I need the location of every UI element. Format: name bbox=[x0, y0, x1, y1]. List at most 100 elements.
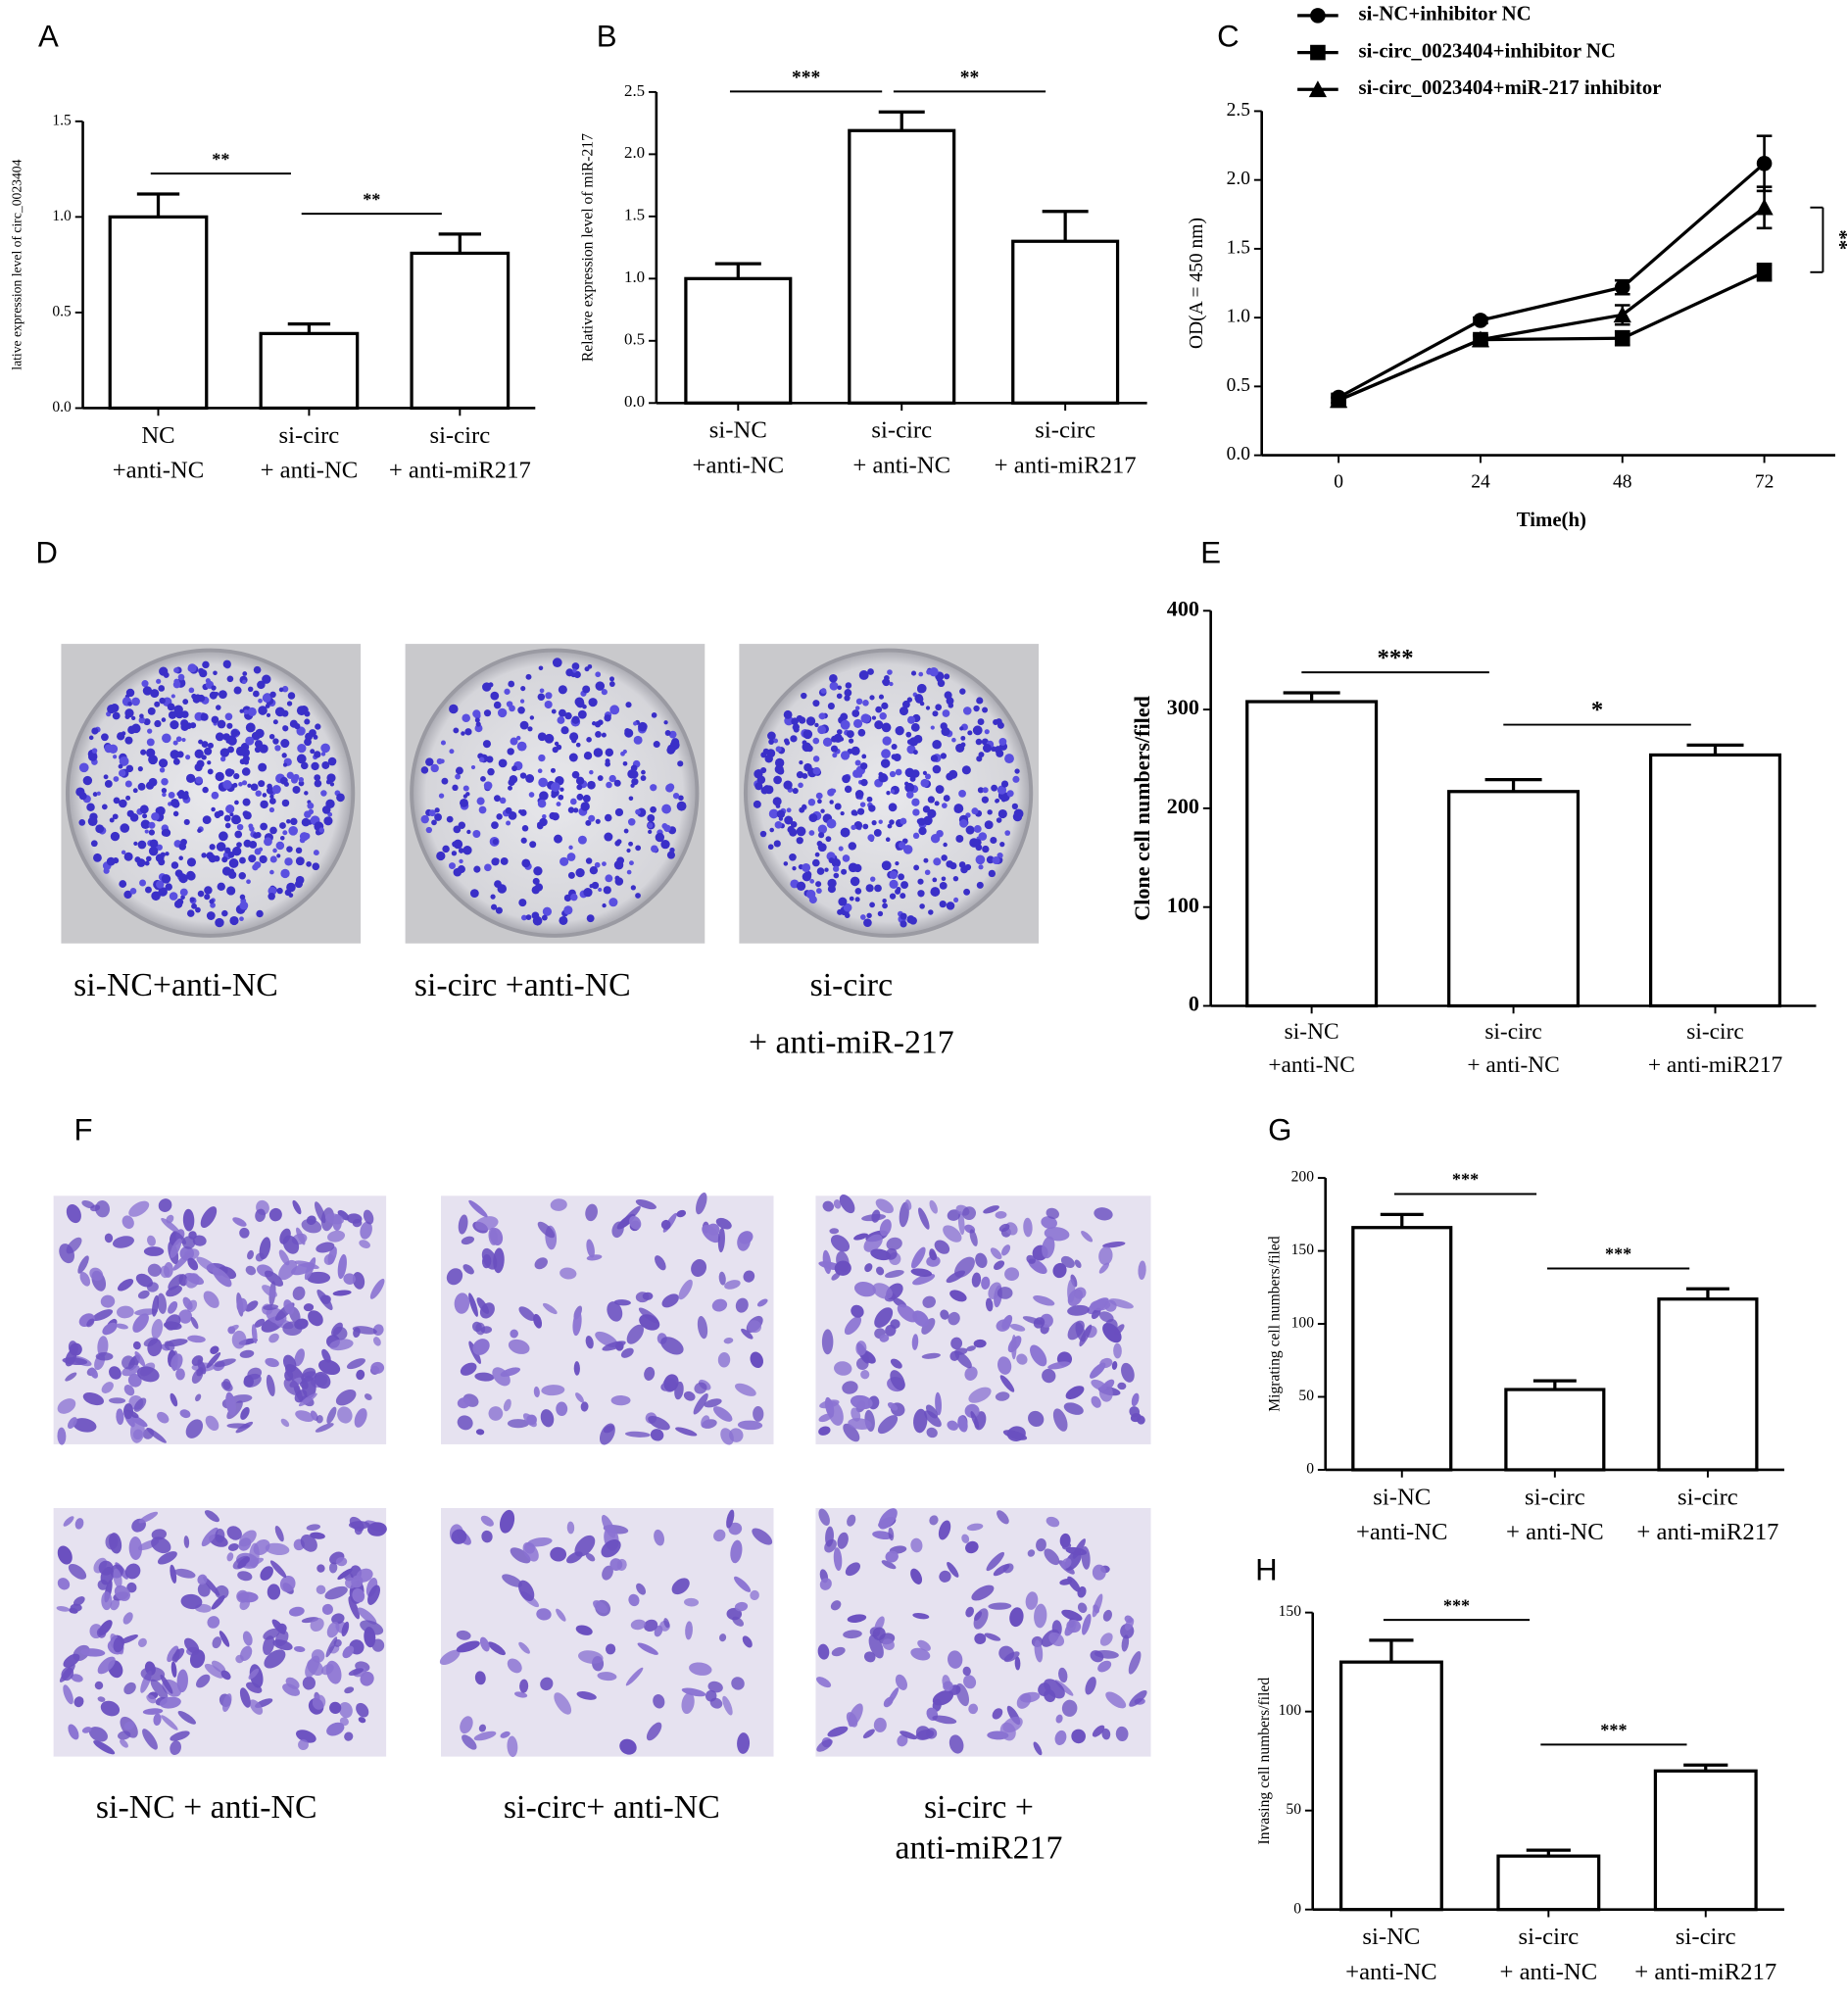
colony bbox=[518, 899, 527, 907]
colony bbox=[243, 709, 249, 715]
cell bbox=[341, 1621, 350, 1637]
cell bbox=[693, 1392, 708, 1415]
colony bbox=[214, 692, 219, 697]
colony bbox=[568, 753, 578, 762]
cell bbox=[943, 1225, 962, 1243]
colony bbox=[866, 912, 872, 919]
colony bbox=[258, 698, 263, 704]
colony bbox=[228, 858, 239, 868]
colony bbox=[266, 712, 271, 717]
cell bbox=[164, 1262, 173, 1278]
colony bbox=[202, 786, 209, 794]
colony bbox=[165, 852, 170, 856]
cell bbox=[1105, 1691, 1127, 1709]
colony bbox=[614, 840, 621, 847]
cell bbox=[1091, 1395, 1101, 1408]
cell bbox=[1092, 1725, 1105, 1737]
colony bbox=[796, 826, 806, 837]
cell bbox=[957, 1415, 968, 1433]
cell bbox=[1001, 1314, 1013, 1330]
colony bbox=[595, 671, 602, 678]
y-tick-label: 100 bbox=[1167, 893, 1199, 917]
colony bbox=[162, 733, 171, 744]
colony bbox=[173, 678, 180, 685]
cell bbox=[170, 1353, 183, 1371]
colony bbox=[650, 784, 657, 792]
colony bbox=[144, 886, 152, 894]
cell bbox=[215, 1528, 225, 1543]
colony bbox=[934, 801, 940, 806]
colony bbox=[446, 815, 454, 823]
colony bbox=[622, 760, 628, 766]
y-tick-label: 0.0 bbox=[624, 392, 645, 411]
colony bbox=[564, 711, 572, 720]
cell bbox=[1059, 1533, 1071, 1548]
cell bbox=[1102, 1323, 1122, 1343]
cell bbox=[164, 1321, 182, 1331]
cell bbox=[847, 1514, 856, 1527]
colony bbox=[889, 681, 894, 687]
colony bbox=[430, 763, 439, 773]
colony bbox=[150, 689, 160, 699]
cell bbox=[1014, 1656, 1021, 1671]
significance-label: *** bbox=[1443, 1595, 1470, 1615]
cell bbox=[965, 1540, 979, 1554]
colony bbox=[537, 821, 542, 827]
colony bbox=[146, 738, 155, 747]
colony bbox=[239, 901, 249, 910]
colony bbox=[198, 739, 203, 745]
colony bbox=[900, 817, 907, 825]
cell bbox=[742, 1635, 753, 1648]
cell bbox=[1066, 1619, 1082, 1633]
colony bbox=[1011, 803, 1019, 810]
cell bbox=[731, 1677, 745, 1690]
colony bbox=[91, 727, 99, 735]
cell bbox=[921, 1352, 941, 1359]
colony bbox=[470, 764, 476, 770]
colony bbox=[571, 715, 580, 724]
colony bbox=[798, 782, 803, 789]
colony bbox=[252, 690, 260, 698]
cell bbox=[975, 1252, 988, 1268]
colony bbox=[946, 860, 953, 868]
colony bbox=[226, 735, 237, 746]
cell bbox=[1044, 1548, 1060, 1566]
colony bbox=[329, 782, 335, 787]
cell bbox=[879, 1219, 892, 1237]
cell bbox=[185, 1419, 204, 1438]
colony bbox=[628, 841, 634, 847]
colony bbox=[180, 719, 189, 728]
cell bbox=[969, 1229, 978, 1246]
colony bbox=[288, 825, 298, 836]
cell bbox=[915, 1726, 931, 1740]
cell bbox=[77, 1255, 89, 1274]
cell bbox=[300, 1534, 317, 1552]
colony bbox=[969, 838, 979, 848]
cell bbox=[853, 1233, 869, 1241]
colony bbox=[648, 829, 653, 834]
colony bbox=[112, 813, 119, 820]
cell bbox=[346, 1358, 365, 1370]
cell bbox=[137, 1637, 147, 1647]
colony bbox=[902, 845, 913, 854]
cell bbox=[212, 1267, 232, 1288]
colony bbox=[997, 721, 1004, 729]
colony bbox=[807, 798, 816, 806]
colony bbox=[258, 762, 267, 772]
cell bbox=[113, 1636, 124, 1653]
colony bbox=[608, 681, 615, 687]
cell bbox=[100, 1294, 116, 1308]
colony bbox=[836, 729, 843, 735]
colony bbox=[539, 791, 549, 801]
cell bbox=[1067, 1320, 1085, 1341]
colony bbox=[993, 719, 999, 726]
colony bbox=[132, 788, 138, 794]
bar bbox=[1245, 700, 1379, 1008]
x-tick-label: 24 bbox=[1471, 472, 1490, 493]
colony bbox=[198, 667, 205, 674]
colony bbox=[224, 712, 233, 721]
colony bbox=[863, 918, 872, 927]
x-tick-label: si-circ bbox=[1518, 1924, 1579, 1950]
colony bbox=[939, 900, 947, 908]
x-tick-label: si-NC bbox=[709, 417, 767, 444]
